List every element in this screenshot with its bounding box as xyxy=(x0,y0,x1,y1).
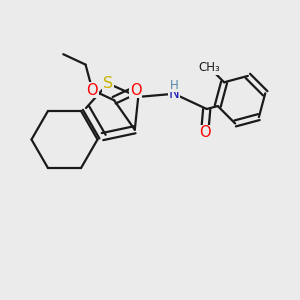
Text: O: O xyxy=(130,82,142,98)
Text: CH₃: CH₃ xyxy=(198,61,220,74)
Text: N: N xyxy=(169,86,179,101)
Text: H: H xyxy=(170,79,178,92)
Text: O: O xyxy=(87,82,98,98)
Text: O: O xyxy=(199,125,211,140)
Text: S: S xyxy=(103,76,113,91)
